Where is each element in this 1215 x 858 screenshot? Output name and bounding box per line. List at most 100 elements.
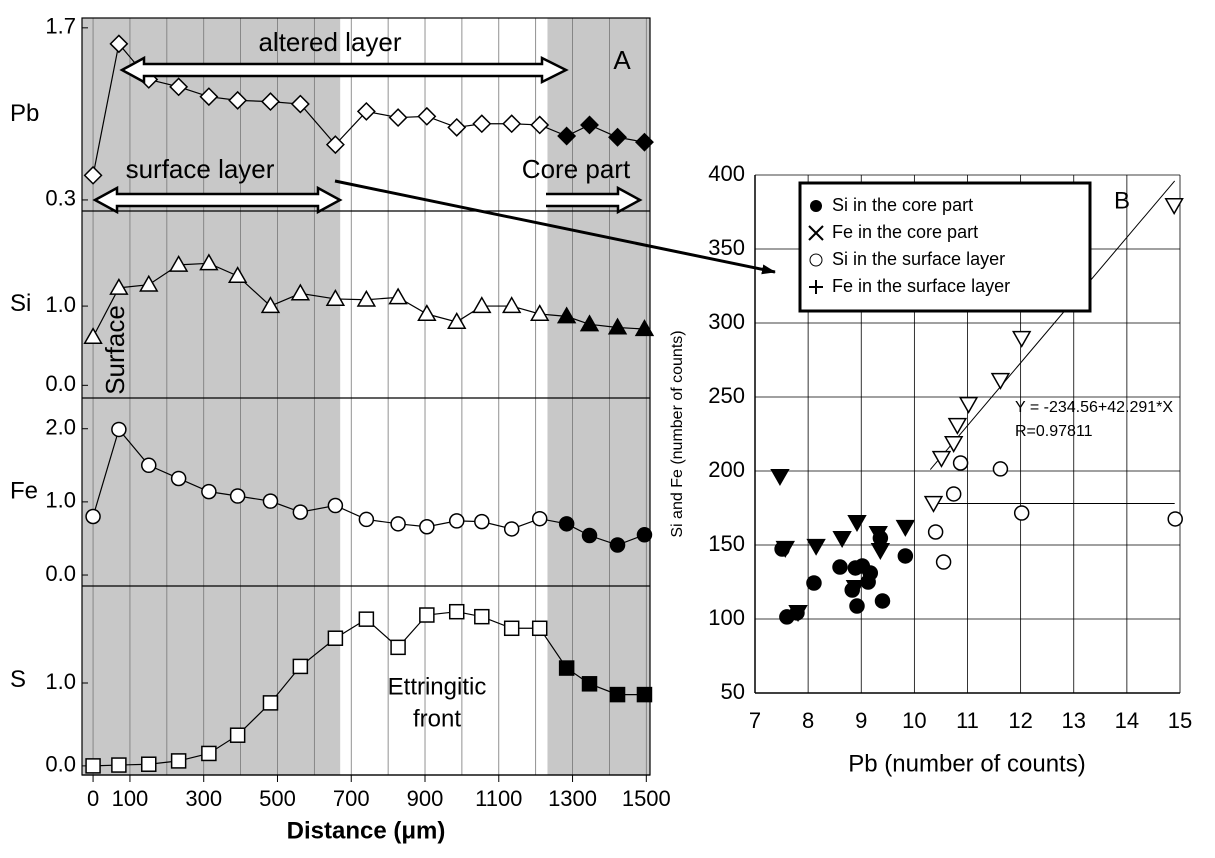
legend-label: Fe in the core part (832, 222, 978, 242)
marker (832, 559, 848, 575)
y-tick-label: 100 (708, 605, 745, 630)
marker (992, 461, 1009, 477)
annotation: surface layer (126, 154, 275, 184)
marker (845, 579, 866, 597)
legend-label: Fe in the surface layer (832, 276, 1010, 296)
marker (168, 254, 189, 272)
y-tick-label: 1.7 (45, 14, 76, 39)
marker (870, 542, 891, 560)
y-tick-label: 150 (708, 531, 745, 556)
annotation: B (1114, 187, 1130, 214)
x-tick-label: 7 (749, 708, 761, 733)
y-tick-label: 0.0 (45, 752, 76, 777)
y-tick-label: 1.0 (45, 488, 76, 513)
marker (388, 108, 408, 128)
fit-line (929, 180, 1176, 470)
annotation: Y = -234.56+42.291*X (1015, 399, 1173, 416)
x-tick-label: 500 (259, 786, 296, 811)
marker (417, 106, 437, 126)
marker (607, 317, 628, 335)
marker (609, 686, 626, 703)
marker (947, 417, 968, 435)
y-axis-label: Si (10, 290, 31, 317)
legend: Si in the core part Fe in the core part Si… (798, 181, 1092, 313)
marker (390, 639, 406, 656)
marker (502, 114, 522, 134)
marker (958, 396, 979, 414)
marker (472, 296, 492, 314)
y-tick-label: 0.0 (45, 561, 76, 586)
marker (897, 548, 914, 564)
marker (201, 483, 217, 500)
marker (109, 277, 129, 295)
marker (581, 676, 598, 692)
marker (356, 101, 376, 121)
marker (558, 516, 575, 532)
legend-marker (810, 200, 822, 212)
marker (201, 745, 217, 762)
marker (530, 304, 550, 322)
legend-symbol (809, 253, 823, 267)
marker (199, 253, 219, 271)
legend-symbol (810, 200, 822, 212)
x-tick-label: 8 (802, 708, 814, 733)
marker (581, 527, 598, 544)
marker (358, 511, 375, 528)
marker (832, 530, 852, 548)
marker (356, 289, 377, 307)
marker (806, 538, 826, 556)
marker (292, 658, 309, 675)
annotation: Surface (100, 305, 130, 395)
marker (990, 372, 1011, 390)
marker (327, 630, 344, 646)
marker (530, 115, 550, 135)
marker (874, 593, 891, 609)
x-tick-label: 12 (1008, 708, 1032, 733)
y-axis-label: Si and Fe (number of counts) (669, 330, 686, 537)
x-tick-label: 13 (1062, 708, 1086, 733)
annotation: A (613, 45, 631, 75)
marker (262, 695, 279, 711)
marker (474, 513, 490, 530)
annotation: altered layer (258, 27, 401, 57)
marker (847, 515, 867, 532)
x-axis-label: Distance (μm) (287, 817, 446, 844)
marker (1167, 511, 1183, 527)
y-axis-label: S (10, 666, 26, 693)
y-tick-label: 200 (708, 457, 745, 482)
x-tick-label: 11 (956, 708, 979, 733)
marker (358, 611, 375, 627)
marker (199, 87, 219, 107)
marker (1013, 505, 1030, 521)
y-axis-label: Fe (10, 477, 38, 504)
x-tick-label: 1500 (622, 786, 671, 811)
y-tick-label: 350 (708, 235, 745, 260)
marker (325, 289, 346, 307)
marker (417, 304, 437, 322)
marker (111, 757, 127, 773)
marker (770, 468, 790, 486)
marker (261, 92, 280, 112)
marker (290, 94, 310, 114)
marker (447, 312, 467, 329)
marker (141, 756, 157, 772)
marker (448, 513, 465, 529)
marker (775, 540, 795, 558)
marker (170, 470, 187, 487)
x-tick-label: 1300 (548, 786, 597, 811)
marker (169, 77, 189, 97)
y-tick-label: 0.3 (45, 186, 76, 211)
marker (923, 495, 944, 513)
x-tick-label: 300 (185, 786, 222, 811)
marker (448, 603, 465, 620)
chart-a: Pb 0.3 1.7 Si 0.0 1.0 Fe 0.0 1.0 2.0 S 0.0 1.0 0 100 30… (10, 14, 671, 845)
marker (83, 165, 103, 185)
legend-label: Si in the core part (832, 195, 973, 215)
marker (390, 516, 406, 532)
marker (447, 117, 467, 137)
legend-box (798, 181, 1092, 313)
legend-marker (808, 225, 824, 241)
pointer-arrow (334, 179, 776, 275)
annotation: R=0.97811 (1015, 423, 1093, 440)
